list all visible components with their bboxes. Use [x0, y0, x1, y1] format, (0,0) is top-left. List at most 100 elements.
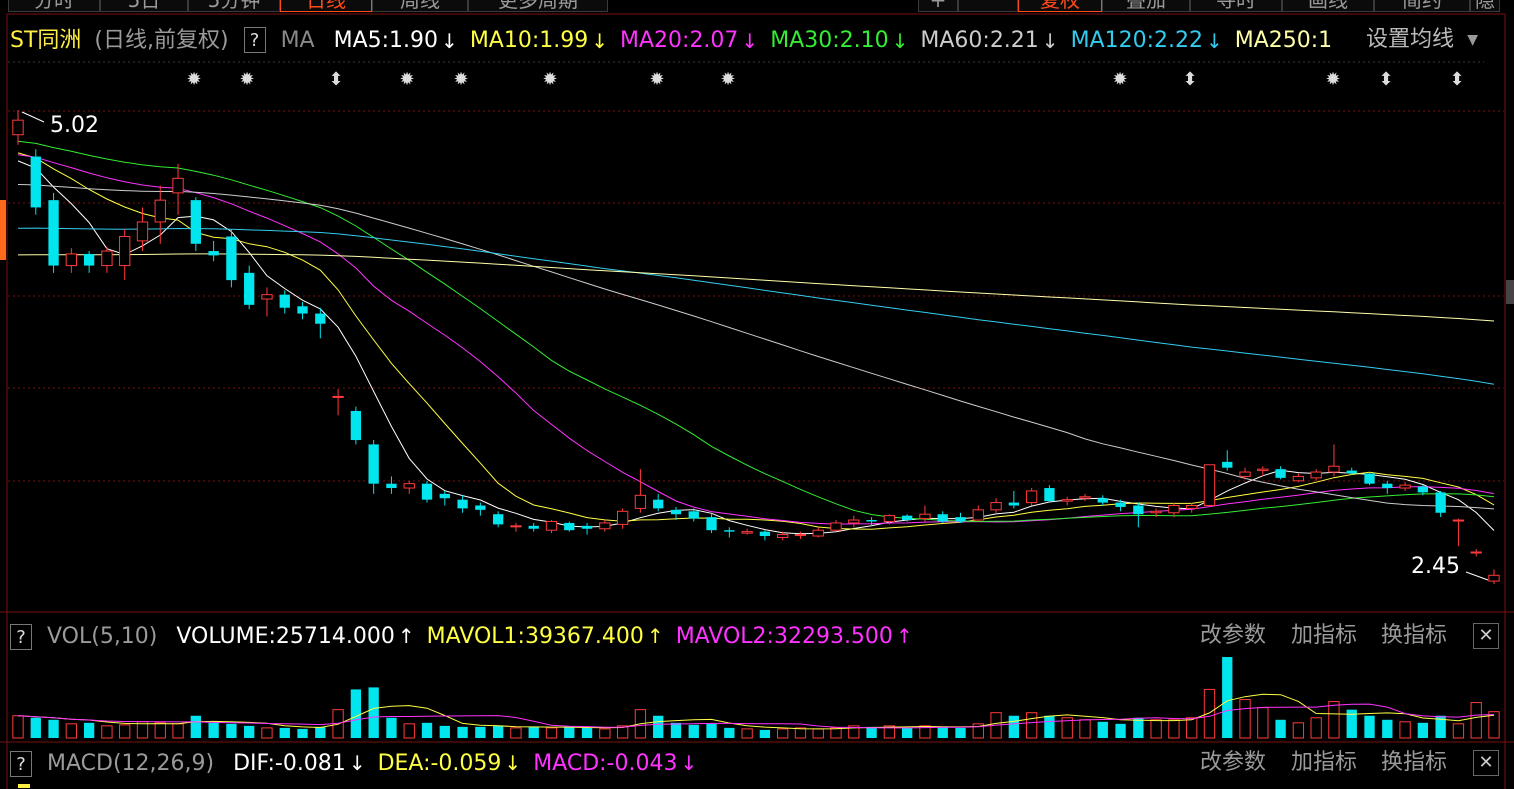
vol-close-icon[interactable]: ✕ [1473, 623, 1499, 649]
help-button[interactable]: ? [243, 27, 266, 53]
volume-bar [1346, 709, 1357, 738]
vol-add-indicator-button[interactable]: 加指标 [1291, 623, 1358, 648]
arrow-down-icon: ↓ [1205, 29, 1223, 53]
candle-body [439, 493, 450, 499]
candle-body [1133, 505, 1144, 515]
right-tab-0[interactable]: + [918, 0, 958, 12]
legend-value: MA60:2.21 [920, 28, 1039, 53]
volume-bar [741, 728, 753, 739]
candle-body [1168, 504, 1180, 514]
volume-bar [1452, 723, 1465, 739]
volume-bar [937, 726, 948, 738]
legend-value: MA250:1 [1234, 28, 1333, 53]
volume-bar [688, 724, 699, 738]
volume-bar [794, 727, 807, 739]
macd-legend: DIF:-0.081 ↓ DEA:-0.059 ↓ MACD:-0.043 ↓ [221, 751, 697, 776]
candle-body [883, 515, 896, 522]
candle-body [1275, 469, 1286, 478]
scroll-thumb [1506, 280, 1514, 304]
legend-value: MA5:1.90 [333, 28, 439, 53]
period-label: (日线,前复权) [94, 28, 229, 53]
arrow-down-icon: ↓ [441, 29, 458, 53]
volume-bar [777, 728, 789, 739]
legend-value: MAVOL1:39367.400 [426, 624, 644, 649]
volume-bar [812, 728, 824, 739]
volume-bar [1257, 707, 1269, 739]
period-tabbar: 分时 5日 5分钟 日线 周线 更多周期 + 复权 叠加 寻时 画线 简约隐 [0, 0, 1514, 14]
volume-bar [1186, 717, 1198, 739]
arrow-down-icon: ↓ [1041, 29, 1059, 53]
candle-body [1292, 475, 1305, 482]
volume-bar [1115, 723, 1126, 738]
macd-add-indicator-button[interactable]: 加指标 [1291, 750, 1358, 775]
vol-legend-item: MAVOL2:32293.500 ↑ [676, 624, 913, 649]
right-tab-2[interactable]: 复权 [1018, 0, 1102, 12]
macd-help-button[interactable]: ? [10, 751, 32, 777]
candle-body [83, 253, 95, 266]
tab-1[interactable]: 5日 [100, 0, 188, 12]
volume-bar [1328, 701, 1340, 739]
ma-legend: MA5:1.90 ↓ MA10:1.99 ↓ MA20:2.07 ↓ MA30:2.10 ↓ M… [322, 24, 1333, 58]
candle-body [1346, 470, 1357, 474]
dropdown-triangle-icon: ▼ [1467, 32, 1479, 48]
tab-2[interactable]: 5分钟 [188, 0, 280, 12]
ma-legend-item: MA10:1.99 ↓ [470, 24, 608, 58]
high-pointer [21, 111, 45, 123]
volume-bar [564, 726, 575, 738]
tab-4[interactable]: 周线 [372, 0, 468, 12]
legend-value: VOLUME:25714.000 [176, 624, 395, 649]
candle-body [972, 509, 984, 521]
arrow-down-icon: ↓ [591, 29, 608, 53]
macd-legend-item: MACD:-0.043 ↓ [533, 751, 697, 776]
candle-body [1097, 498, 1108, 503]
right-tab-6[interactable]: 简约 [1374, 0, 1470, 12]
volume-bar [581, 727, 593, 738]
vol-params-button[interactable]: 改参数 [1200, 623, 1267, 648]
right-tab-1[interactable] [958, 0, 1018, 12]
volume-bar [1382, 719, 1393, 738]
volume-bar [528, 726, 539, 738]
arrow-down-icon: ↓ [891, 29, 909, 53]
arrow-up-icon: ↑ [397, 624, 415, 648]
volume-bar [653, 715, 664, 738]
macd-swap-indicator-button[interactable]: 换指标 [1381, 750, 1448, 775]
candle-body [1310, 471, 1322, 479]
volume-bar [421, 722, 433, 738]
candle-body [172, 177, 184, 194]
volume-bar [1470, 702, 1482, 739]
star-marker-icon: ✹ [453, 69, 468, 90]
volume-bar [119, 724, 131, 739]
volume-bar [12, 715, 24, 739]
volume-bar [226, 723, 237, 738]
macd-params-button[interactable]: 改参数 [1200, 750, 1267, 775]
vol-legend-item: VOLUME:25714.000 ↑ [176, 624, 414, 649]
vol-help-button[interactable]: ? [10, 624, 32, 650]
candle-body [368, 444, 379, 484]
macd-close-icon[interactable]: ✕ [1473, 750, 1499, 776]
volume-bar [599, 728, 611, 739]
macd-legend-item: DEA:-0.059 ↓ [378, 751, 522, 776]
legend-value: DIF:-0.081 [233, 751, 346, 776]
vol-swap-indicator-button[interactable]: 换指标 [1381, 623, 1448, 648]
tab-3[interactable]: 日线 [280, 0, 372, 12]
right-tab-7[interactable]: 隐 [1470, 0, 1500, 12]
candle-body [1025, 490, 1038, 504]
legend-value: MA10:1.99 [469, 28, 589, 53]
set-ma-button[interactable]: 设置均线 ▼ [1366, 24, 1485, 58]
tab-5[interactable]: 更多周期 [468, 0, 608, 12]
right-tab-4[interactable]: 寻时 [1190, 0, 1282, 12]
right-tab-5[interactable]: 画线 [1282, 0, 1374, 12]
volume-bar [475, 726, 486, 738]
candle-body [1150, 510, 1162, 514]
legend-value: DEA:-0.059 [377, 751, 502, 776]
star-marker-icon: ✹ [1112, 69, 1127, 90]
ma5-line [17, 160, 1495, 535]
volume-bar [279, 727, 290, 738]
right-tab-3[interactable]: 叠加 [1102, 0, 1190, 12]
arrow-down-icon: ↓ [741, 29, 759, 53]
arrow-up-icon: ↑ [646, 624, 664, 648]
set-ma-label: 设置均线 [1366, 27, 1455, 52]
volume-bar [1292, 722, 1305, 739]
tab-0[interactable]: 分时 [8, 0, 100, 12]
